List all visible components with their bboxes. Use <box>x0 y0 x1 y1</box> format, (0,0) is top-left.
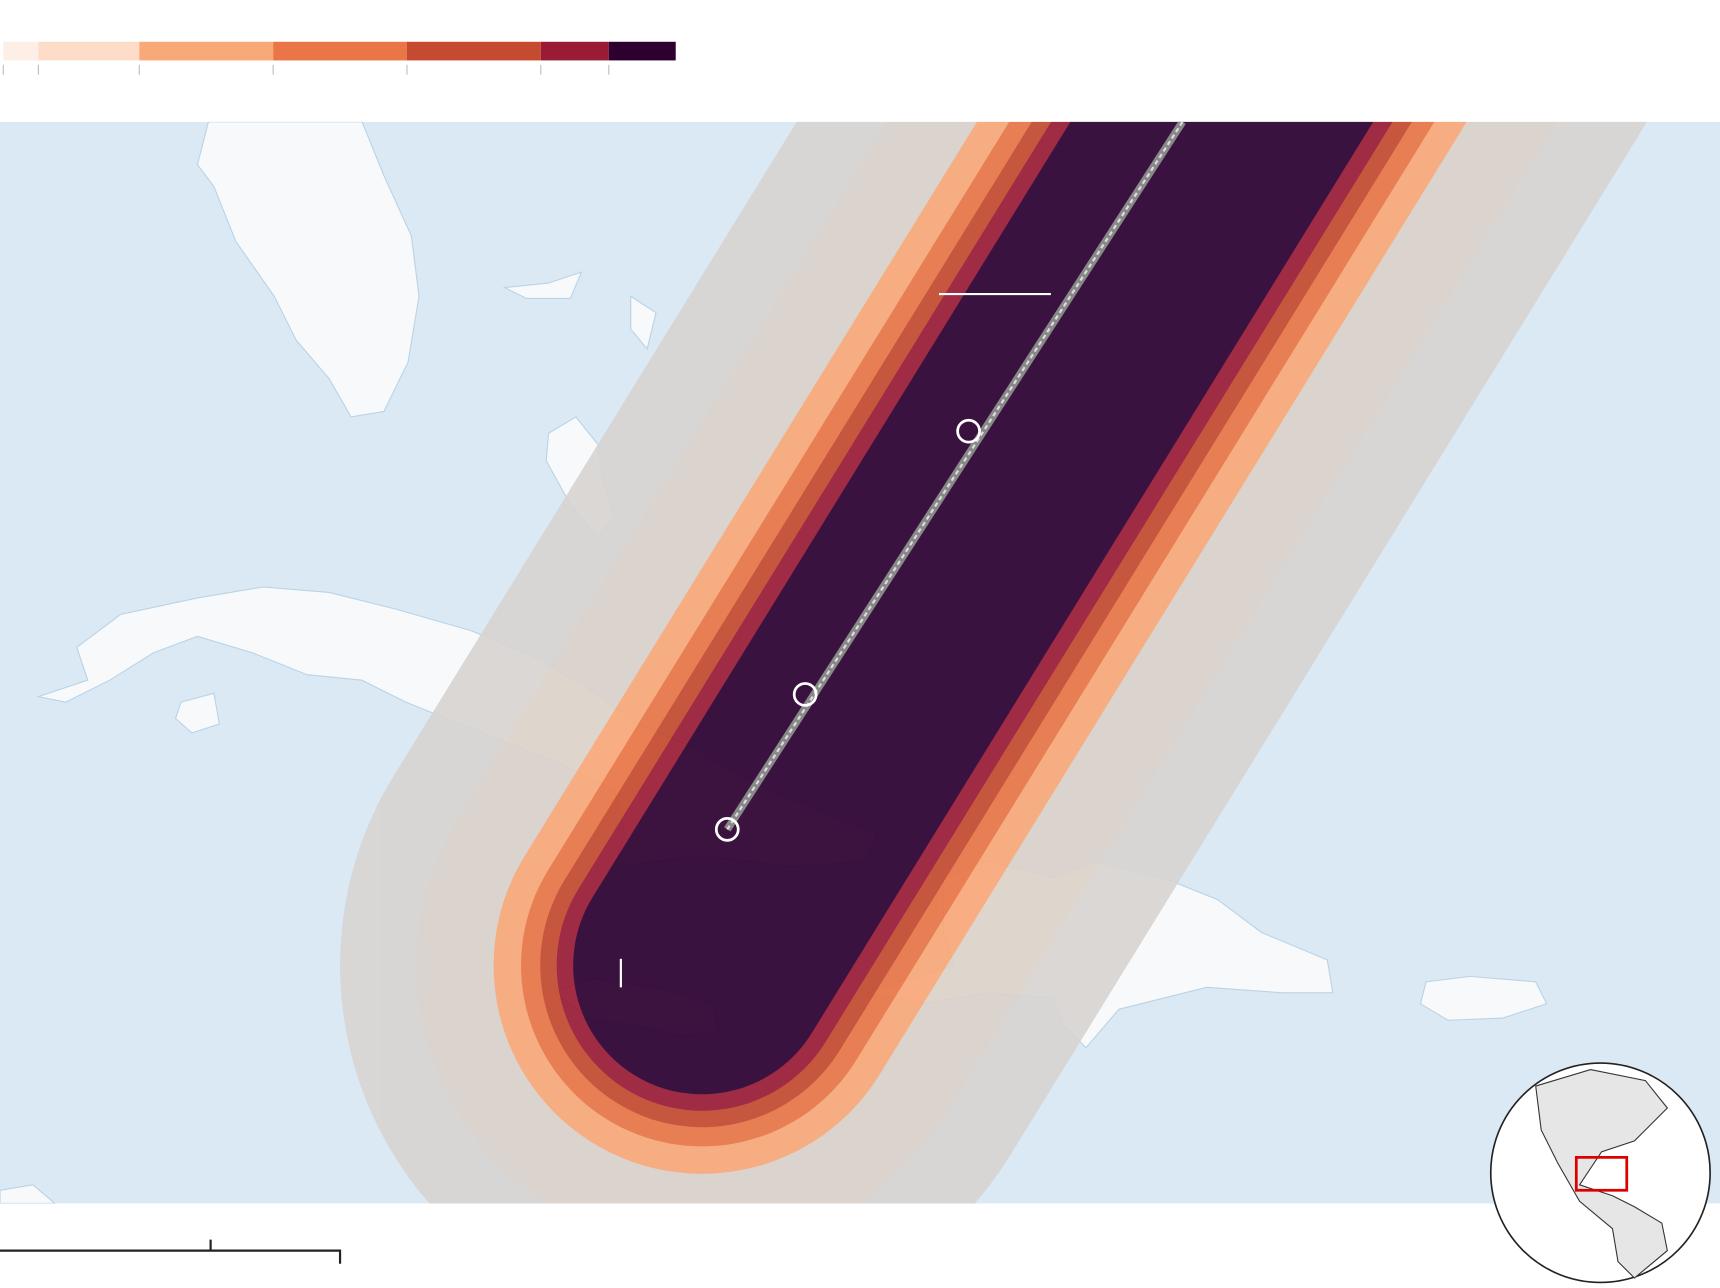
legend-swatch <box>38 41 140 61</box>
track-point <box>714 817 740 842</box>
swath-band <box>573 121 1374 1095</box>
track-point <box>956 418 981 444</box>
florida <box>196 121 420 418</box>
yucatan <box>0 1184 56 1204</box>
track-point <box>792 682 818 707</box>
puerto-rico <box>1419 975 1548 1021</box>
locator-globe <box>1489 1062 1711 1284</box>
legend-swatch <box>273 41 407 61</box>
legend-swatch <box>540 41 609 61</box>
track-line <box>726 121 1184 830</box>
wind-swath <box>340 121 1647 1204</box>
scale-bar <box>0 1239 342 1264</box>
legend <box>2 41 676 75</box>
legend-swatch <box>406 41 541 61</box>
legend-swatch <box>608 41 676 61</box>
legend-swatch <box>3 41 39 61</box>
map <box>0 121 1720 1204</box>
storm-track <box>714 121 1186 842</box>
isla-juventud <box>174 692 221 734</box>
legend-swatch <box>139 41 274 61</box>
